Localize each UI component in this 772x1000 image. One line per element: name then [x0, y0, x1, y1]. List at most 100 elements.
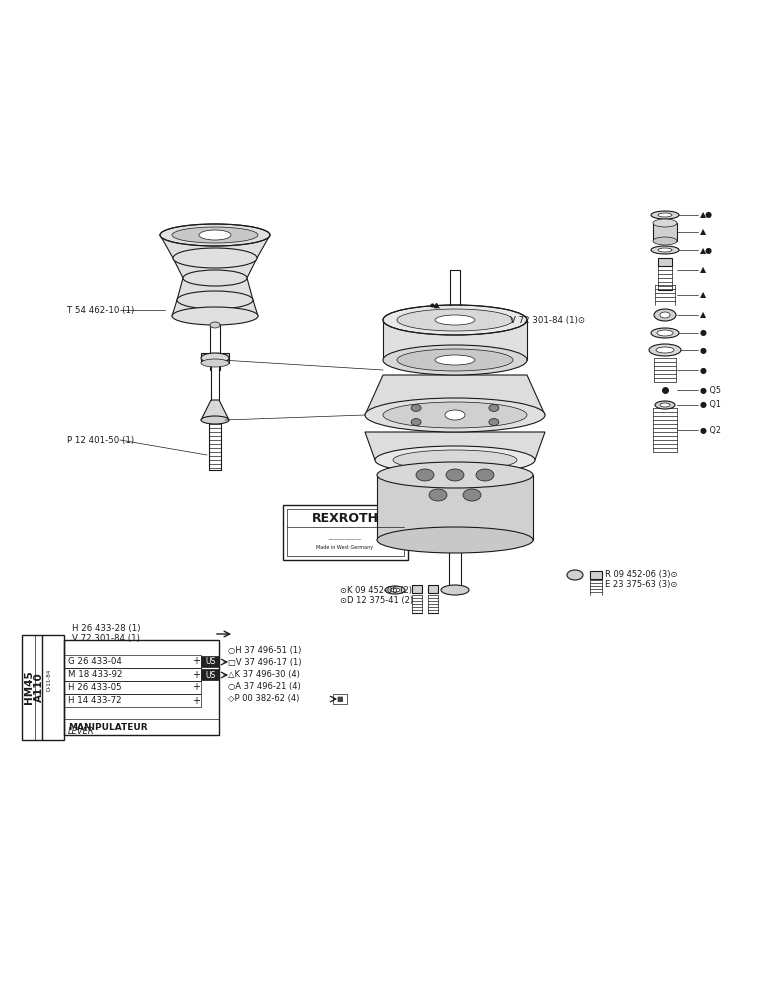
Ellipse shape	[375, 446, 535, 474]
Text: +: +	[192, 682, 200, 692]
Ellipse shape	[658, 248, 672, 252]
Ellipse shape	[435, 315, 475, 325]
Text: H 26 433-05: H 26 433-05	[68, 683, 122, 692]
Bar	[22, 635, 64, 740]
Bar	[201, 669, 219, 680]
Text: ● Q5: ● Q5	[700, 385, 721, 394]
Ellipse shape	[649, 344, 681, 356]
Text: △K 37 496-30 (4): △K 37 496-30 (4)	[228, 670, 300, 678]
Ellipse shape	[429, 489, 447, 501]
Bar	[64, 719, 219, 735]
Ellipse shape	[653, 237, 677, 245]
Ellipse shape	[201, 353, 229, 363]
Ellipse shape	[660, 312, 670, 318]
Ellipse shape	[411, 404, 421, 411]
Polygon shape	[172, 300, 258, 316]
Polygon shape	[173, 258, 257, 278]
Text: ◇P 00 382-62 (4): ◇P 00 382-62 (4)	[228, 694, 300, 702]
Text: +: +	[192, 656, 200, 666]
Ellipse shape	[476, 469, 494, 481]
Polygon shape	[201, 400, 229, 420]
Ellipse shape	[383, 305, 527, 335]
Text: ▲●: ▲●	[700, 245, 713, 254]
Text: ● Q1: ● Q1	[700, 400, 721, 410]
Text: ●: ●	[700, 346, 707, 355]
Ellipse shape	[201, 416, 229, 424]
Bar	[287, 509, 404, 556]
Ellipse shape	[489, 404, 499, 411]
Bar	[201, 353, 229, 363]
Ellipse shape	[397, 309, 513, 331]
Ellipse shape	[183, 270, 247, 286]
Polygon shape	[177, 278, 253, 300]
Bar	[658, 258, 672, 266]
Bar	[412, 585, 422, 593]
Ellipse shape	[201, 359, 229, 367]
Ellipse shape	[435, 355, 475, 365]
Ellipse shape	[567, 570, 583, 580]
Text: G 26 433-04: G 26 433-04	[68, 657, 122, 666]
Text: LEVER: LEVER	[68, 726, 95, 736]
Text: MANIPULATEUR: MANIPULATEUR	[68, 722, 147, 732]
Text: ○H 37 496-51 (1): ○H 37 496-51 (1)	[228, 646, 301, 654]
Text: ⊙D 12 375-41 (2): ⊙D 12 375-41 (2)	[340, 595, 413, 604]
Ellipse shape	[651, 211, 679, 219]
Ellipse shape	[173, 248, 257, 268]
Bar	[64, 640, 219, 735]
Ellipse shape	[657, 330, 673, 336]
Text: ▲: ▲	[700, 265, 706, 274]
Ellipse shape	[656, 347, 674, 353]
Text: ▲●: ▲●	[700, 211, 713, 220]
Polygon shape	[383, 320, 527, 360]
Bar	[64, 681, 201, 694]
Ellipse shape	[416, 469, 434, 481]
Ellipse shape	[393, 450, 517, 470]
Polygon shape	[365, 432, 545, 460]
Ellipse shape	[654, 309, 676, 321]
Text: M 18 433-92: M 18 433-92	[68, 670, 123, 679]
Polygon shape	[160, 235, 270, 258]
Text: ● Q2: ● Q2	[700, 426, 721, 434]
Ellipse shape	[445, 410, 465, 420]
Text: REXROTH: REXROTH	[311, 512, 378, 526]
Text: ⊙K 09 452-06 (2): ⊙K 09 452-06 (2)	[340, 585, 412, 594]
Ellipse shape	[377, 527, 533, 553]
Text: H 26 433-28 (1): H 26 433-28 (1)	[72, 624, 141, 634]
Text: □V 37 496-17 (1): □V 37 496-17 (1)	[228, 658, 302, 666]
Ellipse shape	[383, 345, 527, 375]
Text: ▲: ▲	[700, 310, 706, 320]
Text: V 72 301-84 (1): V 72 301-84 (1)	[72, 634, 140, 643]
Bar	[428, 585, 438, 593]
Bar	[64, 655, 201, 668]
Ellipse shape	[651, 246, 679, 254]
Text: ●: ●	[700, 328, 707, 338]
Ellipse shape	[390, 588, 400, 592]
Ellipse shape	[177, 291, 253, 309]
Ellipse shape	[397, 349, 513, 371]
Text: V 72 301-84 (1)⊙: V 72 301-84 (1)⊙	[510, 316, 585, 324]
Ellipse shape	[199, 230, 231, 240]
Ellipse shape	[489, 419, 499, 426]
Bar	[64, 694, 201, 707]
Ellipse shape	[160, 224, 270, 246]
Text: ____________: ____________	[329, 534, 361, 540]
Bar	[64, 668, 201, 681]
Text: HM45: HM45	[24, 670, 34, 704]
Text: +: +	[192, 696, 200, 706]
Text: ○A 37 496-21 (4): ○A 37 496-21 (4)	[228, 682, 301, 690]
Text: +: +	[192, 670, 200, 680]
Text: ■: ■	[337, 696, 344, 702]
Ellipse shape	[172, 307, 258, 325]
Text: T 54 462-10 (1): T 54 462-10 (1)	[67, 306, 134, 314]
Ellipse shape	[385, 586, 405, 594]
Ellipse shape	[446, 469, 464, 481]
Bar	[333, 694, 347, 704]
Ellipse shape	[365, 398, 545, 432]
Polygon shape	[377, 475, 533, 540]
Text: Made in West Germany: Made in West Germany	[317, 544, 374, 550]
Text: R 09 452-06 (3)⊙: R 09 452-06 (3)⊙	[605, 570, 678, 580]
Ellipse shape	[172, 227, 258, 243]
Bar	[283, 505, 408, 560]
Ellipse shape	[210, 322, 220, 328]
Ellipse shape	[653, 219, 677, 227]
